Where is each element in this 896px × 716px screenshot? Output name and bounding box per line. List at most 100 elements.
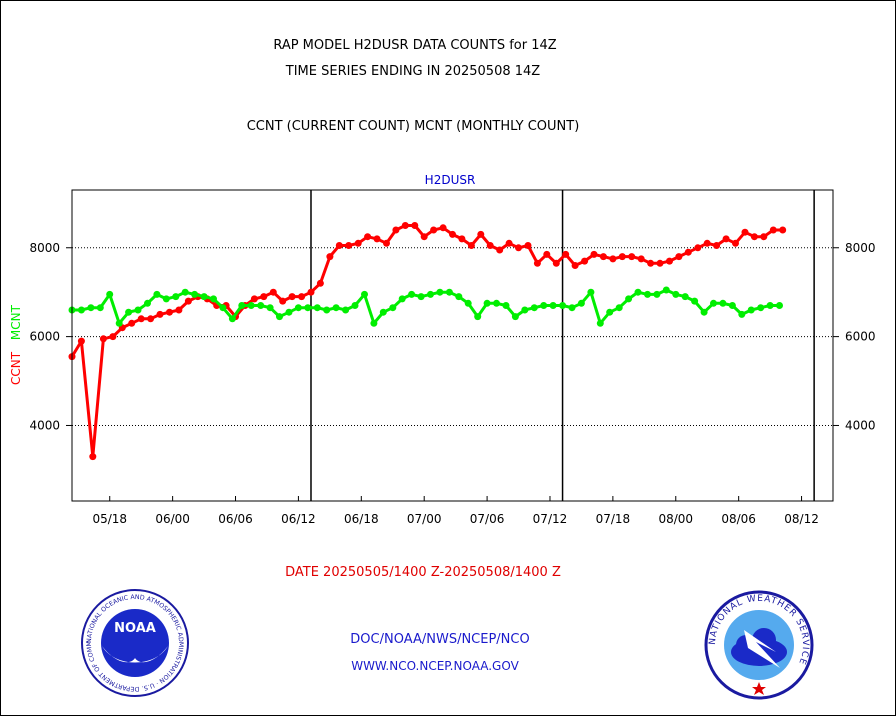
mcnt-point	[323, 306, 331, 314]
ccnt-point	[298, 293, 306, 301]
mcnt-point	[144, 299, 151, 307]
ccnt-point	[675, 253, 683, 261]
mcnt-point	[615, 304, 623, 312]
mcnt-point	[219, 304, 227, 312]
x-tick-label: 06/12	[281, 512, 316, 526]
time-series-chart: 4000 4000 6000 6000 8000 8000 05/18 06/00 06/06…	[9, 189, 876, 526]
mcnt-point	[115, 319, 123, 327]
mcnt-point	[191, 290, 199, 298]
ccnt-point	[109, 333, 117, 341]
ccnt-point	[166, 308, 173, 316]
ccnt-point	[326, 253, 334, 261]
mcnt-point	[361, 290, 368, 298]
ccnt-point	[279, 297, 287, 305]
mcnt-point	[577, 299, 585, 307]
y-tick-labels: 4000 4000 6000 6000 8000 8000	[29, 241, 875, 433]
ccnt-point	[562, 250, 570, 258]
mcnt-point	[662, 286, 670, 294]
ccnt-point	[354, 239, 362, 247]
footer-link-doc-noaa-nws-ncep-nco[interactable]: DOC/NOAA/NWS/NCEP/NCO	[350, 632, 530, 647]
ccnt-point	[250, 295, 258, 303]
noaa-logo-icon: NATIONAL OCEANIC AND ATMOSPHERIC ADMINIS…	[80, 588, 189, 697]
ccnt-point	[458, 235, 466, 243]
mcnt-point	[134, 306, 142, 314]
mcnt-point	[502, 302, 510, 309]
mcnt-point	[540, 302, 548, 309]
series-ccnt	[68, 222, 787, 461]
chart-title-line1: RAP MODEL H2DUSR DATA COUNTS for 14Z	[273, 38, 557, 53]
mcnt-point	[672, 290, 680, 298]
mcnt-point	[228, 315, 236, 323]
mcnt-point	[653, 290, 661, 298]
ccnt-point	[552, 259, 560, 267]
mcnt-point	[379, 308, 387, 316]
ccnt-point	[732, 239, 739, 247]
ccnt-point	[392, 226, 400, 234]
mcnt-point	[125, 308, 133, 316]
ccnt-point	[618, 253, 626, 261]
y-axis-label-ccnt: CCNT	[9, 351, 23, 385]
day-boundary-lines	[310, 190, 815, 501]
ccnt-point	[184, 297, 192, 305]
ccnt-point	[364, 233, 372, 241]
ccnt-point	[609, 255, 617, 263]
x-tick-label: 08/00	[658, 512, 693, 526]
mcnt-point	[634, 288, 642, 296]
ccnt-point	[599, 253, 607, 261]
mcnt-point	[493, 299, 500, 307]
mcnt-point	[747, 306, 755, 314]
mcnt-point	[757, 304, 765, 312]
mcnt-point	[87, 304, 95, 312]
ccnt-point	[656, 259, 664, 267]
ccnt-point	[335, 242, 343, 249]
ccnt-point	[373, 235, 381, 243]
mcnt-point	[681, 293, 689, 301]
mcnt-point	[606, 308, 614, 316]
chart-title-line3: CCNT (CURRENT COUNT) MCNT (MONTHLY COUNT…	[246, 119, 580, 134]
ccnt-point	[694, 244, 702, 252]
mcnt-point	[549, 302, 557, 309]
x-tick-label: 07/06	[470, 512, 505, 526]
date-range-label: DATE 20250505/1400 Z-20250508/1400 Z	[285, 565, 561, 580]
ccnt-point	[722, 235, 730, 243]
ccnt-point	[401, 222, 409, 229]
x-tick-labels: 05/18 06/00 06/06 06/12 06/18 07/00 07/06 07/12…	[92, 512, 818, 526]
ccnt-point	[137, 315, 145, 323]
x-tick-label: 06/00	[155, 512, 190, 526]
x-tick-label: 06/06	[218, 512, 253, 526]
ccnt-point	[505, 239, 513, 247]
mcnt-point	[389, 304, 397, 312]
x-tick-label: 08/12	[784, 512, 819, 526]
mcnt-point	[332, 304, 340, 312]
mcnt-point	[200, 293, 208, 301]
ccnt-point	[156, 310, 164, 318]
ccnt-point	[647, 259, 655, 267]
ccnt-point	[524, 242, 532, 249]
footer-link-website[interactable]: WWW.NCO.NCEP.NOAA.GOV	[351, 659, 519, 673]
y-axis-label-mcnt: MCNT	[9, 304, 23, 340]
mcnt-point	[728, 302, 736, 309]
mcnt-point	[464, 299, 472, 307]
mcnt-point	[455, 293, 463, 301]
mcnt-point	[172, 293, 180, 301]
y-tick-label-right: 8000	[845, 241, 876, 255]
x-tick-label: 07/12	[533, 512, 568, 526]
ccnt-point	[147, 315, 155, 323]
ccnt-point	[411, 222, 419, 229]
mcnt-point	[445, 288, 453, 296]
mcnt-point	[313, 304, 321, 312]
ccnt-point	[637, 255, 645, 263]
ccnt-point	[628, 253, 636, 261]
mcnt-point	[266, 304, 274, 312]
y-tick-label-right: 6000	[845, 330, 876, 344]
mcnt-point	[568, 304, 576, 312]
grid-lines	[72, 247, 833, 426]
mcnt-point	[738, 310, 746, 318]
mcnt-point	[417, 293, 425, 301]
mcnt-point	[719, 299, 727, 307]
ccnt-point	[533, 259, 541, 267]
mcnt-point	[408, 290, 416, 298]
mcnt-point	[257, 302, 265, 309]
mcnt-point	[700, 308, 708, 316]
axis-ticks	[66, 247, 839, 501]
